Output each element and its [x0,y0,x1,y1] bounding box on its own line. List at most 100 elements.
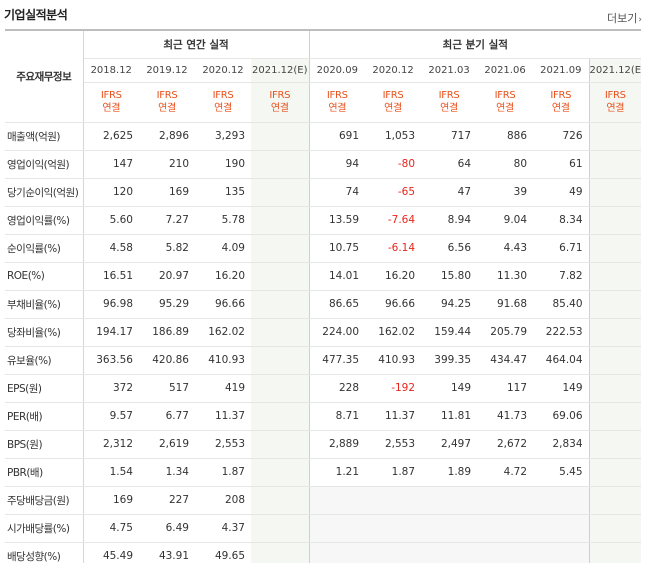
cell-value: 135 [195,178,251,207]
cell-value [533,542,590,563]
cell-value: 85.40 [533,289,590,319]
cell-value: 1.21 [309,458,366,487]
consolidated-text: 연결 [496,103,514,114]
cell-value: 41.73 [477,402,534,431]
cell-value: 4.43 [477,234,534,263]
cell-value [588,542,642,563]
cell-value [309,514,366,543]
cell-value: 4.75 [83,514,139,543]
cell-value [251,205,310,235]
period-header: 2020.12 [195,58,251,83]
cell-value [251,346,310,375]
cell-value: 208 [195,485,251,515]
cell-value [588,430,642,459]
cell-value: 6.77 [139,402,195,431]
section-title: 기업실적분석 [4,8,68,22]
row-label: 배당성향(%) [5,542,84,563]
period-header: 2018.12 [83,58,139,83]
cell-value [588,205,642,235]
ifrs-label: IFRS 연결 [83,82,139,123]
row-label: EPS(원) [5,373,84,403]
period-header: 2020.12 [365,58,422,83]
cell-value: 464.04 [533,346,590,375]
cell-value: 13.59 [309,205,366,235]
row-label: 주당배당금(원) [5,485,84,515]
cell-value: 8.34 [533,205,590,235]
cell-value [365,542,422,563]
cell-value [365,514,422,543]
ifrs-text: IFRS [269,90,291,101]
cell-value: -65 [365,178,422,207]
cell-value: 11.81 [421,402,478,431]
ifrs-text: IFRS [382,90,404,101]
table-row: 부채비율(%) 96.98 95.29 96.66 86.65 96.66 94.25 91.… [5,289,642,319]
period-header: 2019.12 [139,58,195,83]
cell-value: 517 [139,373,195,403]
table-row: 배당성향(%) 45.49 43.91 49.65 [5,542,642,563]
ifrs-text: IFRS [438,90,460,101]
cell-value: 64 [421,150,478,179]
cell-value [588,318,642,347]
ifrs-label: IFRS 연결 [139,82,195,123]
cell-value: 9.04 [477,205,534,235]
consolidated-text: 연결 [158,103,176,114]
cell-value [588,289,642,319]
ifrs-label: IFRS 연결 [421,82,478,123]
ifrs-text: IFRS [326,90,348,101]
cell-value: 7.82 [533,262,590,291]
consolidated-text: 연결 [328,103,347,114]
cell-value: 49 [533,178,590,207]
cell-value: 74 [309,178,366,207]
cell-value [251,150,310,179]
period-header: 2020.09 [309,58,366,83]
cell-value: 420.86 [139,346,195,375]
row-label: PER(배) [5,402,84,431]
cell-value: 886 [477,121,534,151]
cell-value: 39 [477,178,534,207]
cell-value [477,514,534,543]
ifrs-label: IFRS 연결 [251,82,310,123]
cell-value [588,485,642,515]
cell-value: 1,053 [365,121,422,151]
cell-value: 91.68 [477,289,534,319]
cell-value: 69.06 [533,402,590,431]
cell-value: 43.91 [139,542,195,563]
cell-value: 11.37 [195,402,251,431]
cell-value [588,150,642,179]
cell-value [588,402,642,431]
cell-value: -6.14 [365,234,422,263]
consolidated-text: 연결 [551,103,570,114]
cell-value: 47 [421,178,478,207]
row-label: 당좌비율(%) [5,318,84,347]
row-label: 영업이익률(%) [5,205,84,235]
row-header: 주요재무정보 [5,29,84,123]
cell-value: 16.51 [83,262,139,291]
row-label: 시가배당률(%) [5,514,84,543]
cell-value: 16.20 [195,262,251,291]
cell-value [251,430,310,459]
quarter-group-header: 최근 분기 실적 [309,29,642,59]
cell-value: 2,312 [83,430,139,459]
table-row: 당좌비율(%) 194.17 186.89 162.02 224.00 162.02 159… [5,318,642,347]
row-label: BPS(원) [5,430,84,459]
cell-value: 80 [477,150,534,179]
cell-value [588,458,642,487]
cell-value: 194.17 [83,318,139,347]
more-link[interactable]: 더보기› [607,10,642,26]
cell-value: 190 [195,150,251,179]
cell-value: 149 [421,373,478,403]
cell-value [251,289,310,319]
ifrs-text: IFRS [550,90,572,101]
cell-value: 224.00 [309,318,366,347]
table-row: 순이익률(%) 4.58 5.82 4.09 10.75 -6.14 6.56 4.43 6.7… [5,234,642,263]
cell-value: 2,889 [309,430,366,459]
more-label: 더보기 [607,12,638,25]
consolidated-text: 연결 [214,103,232,114]
period-header: 2021.06 [477,58,534,83]
cell-value: 6.56 [421,234,478,263]
cell-value [588,373,642,403]
ifrs-text: IFRS [212,90,234,101]
row-label: 부채비율(%) [5,289,84,319]
cell-value: 8.94 [421,205,478,235]
table-row: 영업이익(억원) 147 210 190 94 -80 64 80 61 [5,150,642,179]
